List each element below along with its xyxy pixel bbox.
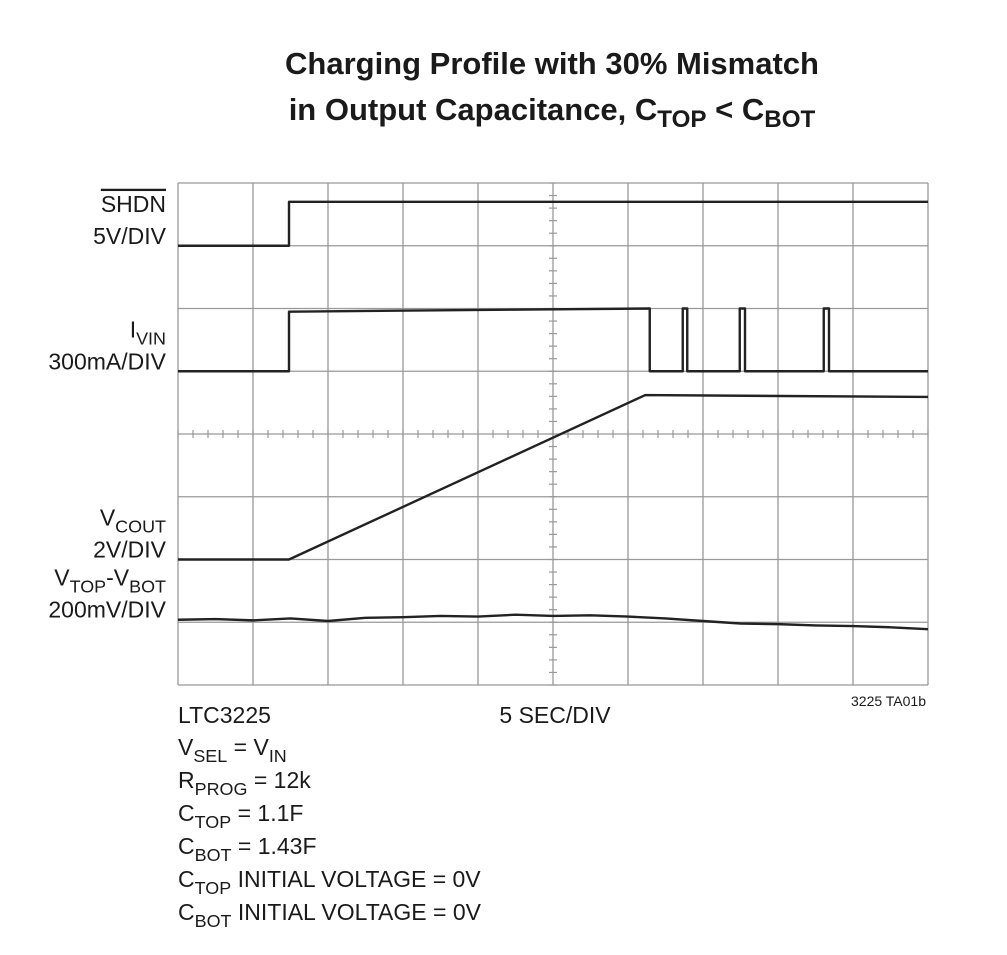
trace [177, 613, 929, 631]
rich-text: RPROG = 12k [178, 767, 311, 799]
text-segment: C [178, 866, 195, 892]
figure-id: 3225 TA01b [851, 693, 926, 709]
text-segment: V [178, 734, 194, 760]
text-segment: in Output Capacitance, C [289, 92, 658, 127]
subscript: BOT [195, 845, 232, 865]
rich-text: VTOP-VBOT [54, 565, 166, 597]
trace [178, 200, 928, 247]
x-axis-label: 5 SEC/DIV [499, 702, 611, 728]
text-segment: INITIAL VOLTAGE = 0V [231, 866, 481, 892]
text-segment: = 1.1F [231, 800, 303, 826]
rich-text: IVIN [130, 316, 166, 348]
rich-text: CTOP = 1.1F [178, 800, 303, 832]
subscript: BOT [195, 911, 232, 931]
subscript: VIN [136, 328, 166, 348]
text-segment: V [100, 505, 116, 531]
subscript: PROG [195, 779, 248, 799]
subscript: BOT [129, 577, 166, 597]
rich-text: VSEL = VIN [178, 734, 287, 766]
rich-text: CBOT = 1.43F [178, 833, 317, 865]
text-segment: I [130, 316, 136, 342]
text-segment: = 1.43F [232, 833, 317, 859]
text-segment: V [54, 565, 70, 591]
rich-text: VCOUT [100, 505, 166, 537]
text-segment: Charging Profile with 30% Mismatch [285, 46, 819, 81]
text-segment: R [178, 767, 195, 793]
text-segment: C [178, 833, 195, 859]
text-segment: = V [227, 734, 269, 760]
text-segment: < C [707, 92, 765, 127]
text-segment: SHDN [101, 191, 166, 217]
rich-text: SHDN [101, 191, 166, 217]
text-segment: = 12k [247, 767, 311, 793]
channel-scale: 300mA/DIV [48, 348, 166, 374]
channel-scale: 5V/DIV [93, 223, 167, 249]
subscript: BOT [764, 106, 815, 133]
subscript: TOP [195, 878, 232, 898]
text-segment: C [178, 800, 195, 826]
part-number: LTC3225 [178, 702, 271, 728]
text-segment: INITIAL VOLTAGE = 0V [232, 899, 482, 925]
subscript: TOP [657, 106, 706, 133]
subscript: TOP [195, 812, 232, 832]
rich-text: CTOP INITIAL VOLTAGE = 0V [178, 866, 481, 898]
rich-text: Charging Profile with 30% Mismatch [285, 46, 819, 81]
rich-text: in Output Capacitance, CTOP < CBOT [289, 92, 816, 133]
subscript: SEL [193, 746, 227, 766]
subscript: IN [269, 746, 287, 766]
trace [178, 307, 928, 373]
text-segment: C [178, 899, 195, 925]
channel-scale: 2V/DIV [93, 537, 167, 563]
text-segment: -V [106, 565, 130, 591]
subscript: TOP [70, 577, 107, 597]
subscript: COUT [115, 517, 166, 537]
rich-text: CBOT INITIAL VOLTAGE = 0V [178, 899, 482, 931]
channel-scale: 200mV/DIV [48, 597, 166, 623]
trace [178, 393, 929, 561]
